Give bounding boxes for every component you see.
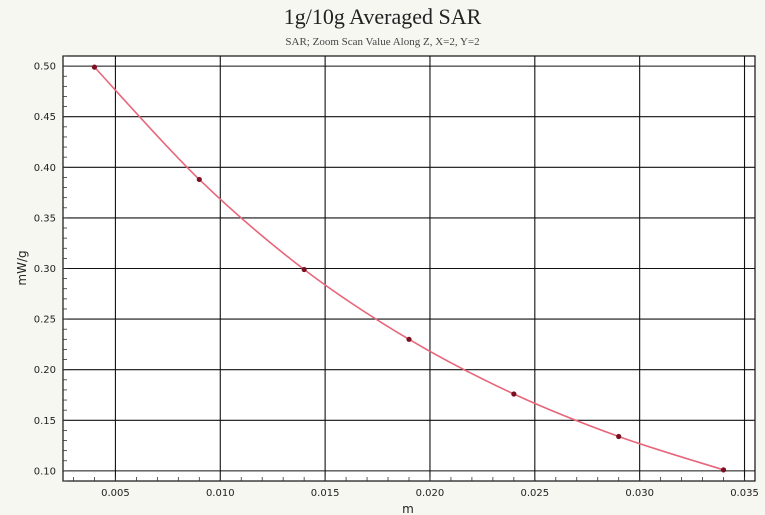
data-point — [196, 176, 202, 183]
y-tick-label: 0.10 — [34, 466, 56, 477]
x-tick-label: 0.005 — [101, 488, 130, 499]
y-tick-label: 0.40 — [34, 163, 56, 174]
axis-ticks: 0.005 0.010 0.015 0.020 0.025 0.030 0.035 0.10 0… — [34, 55, 759, 499]
series-layer — [91, 64, 727, 473]
y-axis-label: mW/g — [15, 250, 29, 285]
chart-title: 1g/10g Averaged SAR — [283, 4, 482, 29]
chart-subtitle: SAR; Zoom Scan Value Along Z, X=2, Y=2 — [285, 36, 480, 48]
x-tick-label: 0.010 — [206, 488, 235, 499]
x-tick-label: 0.020 — [416, 488, 445, 499]
y-tick-label: 0.50 — [34, 62, 56, 73]
data-point — [616, 433, 622, 440]
y-tick-label: 0.35 — [34, 213, 56, 224]
data-point — [301, 266, 307, 273]
x-axis-label: m — [402, 502, 414, 515]
y-tick-label: 0.45 — [34, 112, 56, 123]
x-tick-label: 0.030 — [625, 488, 654, 499]
data-point — [91, 64, 98, 70]
y-tick-label: 0.30 — [34, 264, 56, 275]
x-tick-label: 0.025 — [520, 488, 549, 499]
y-tick-label: 0.15 — [34, 416, 56, 427]
grid-lines — [63, 56, 755, 481]
data-point — [511, 391, 517, 397]
x-tick-label: 0.015 — [311, 488, 340, 499]
y-tick-label: 0.25 — [34, 315, 56, 326]
data-point — [720, 467, 727, 473]
data-point — [406, 336, 412, 342]
x-tick-label: 0.035 — [730, 488, 759, 499]
y-tick-label: 0.20 — [34, 365, 56, 376]
